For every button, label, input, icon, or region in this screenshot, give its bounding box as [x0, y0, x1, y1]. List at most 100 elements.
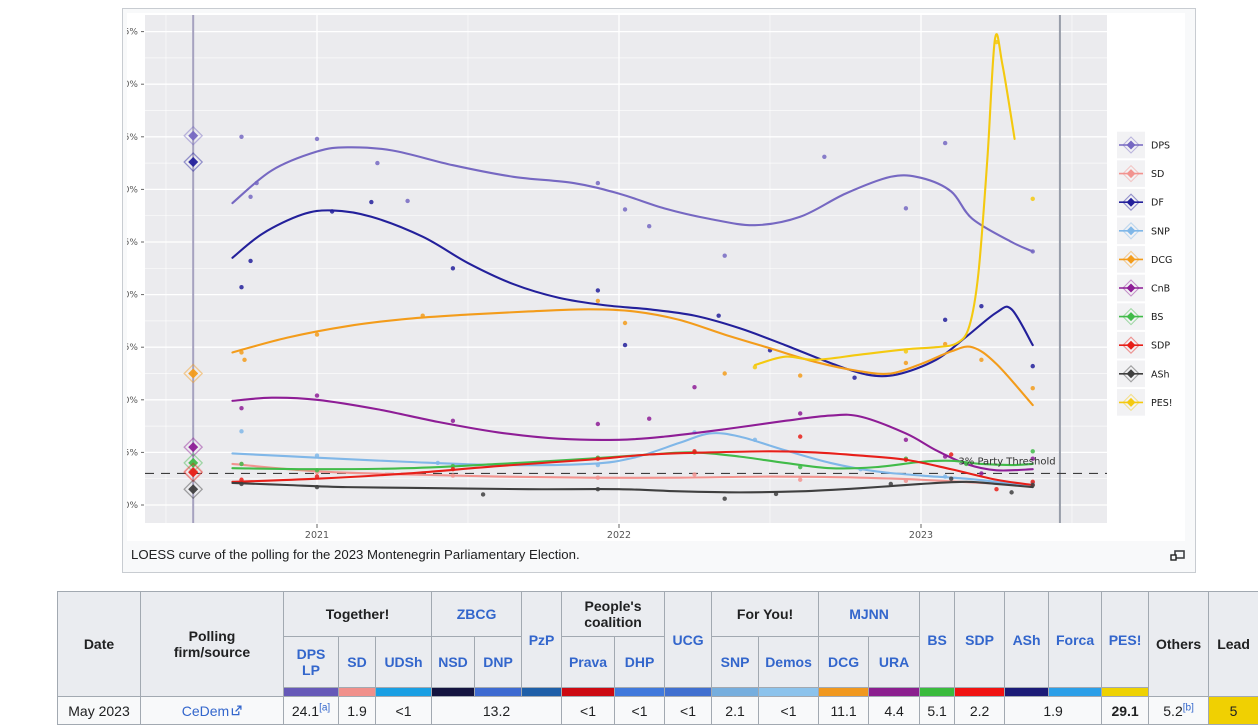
enlarge-icon[interactable] [1170, 548, 1185, 566]
cell-date: May 2023 [57, 696, 141, 725]
bar-dnp [474, 687, 523, 697]
svg-text:3% Party Threshold: 3% Party Threshold [958, 456, 1055, 467]
cell-others: 5.2[b] [1148, 696, 1210, 725]
col-snp: SNP [711, 636, 760, 688]
sd-link[interactable]: SD [347, 654, 367, 670]
cell-ash-forca: 1.9 [1004, 696, 1103, 725]
polling-table: Date Polling firm/source Together! ZBCG … [57, 591, 1258, 725]
col-udsh: UDSh [374, 636, 433, 688]
svg-text:15%: 15% [127, 343, 138, 353]
bar-ura [868, 687, 921, 697]
col-pes: PES! [1101, 591, 1150, 688]
bs-link[interactable]: BS [927, 631, 947, 648]
snp-link[interactable]: SNP [720, 654, 750, 670]
sdp-link[interactable]: SDP [965, 631, 994, 648]
bar-pzp [521, 687, 563, 697]
col-date: Date [57, 591, 141, 697]
svg-text:45%: 45% [127, 28, 138, 38]
bar-forca [1048, 687, 1103, 697]
dhp-link[interactable]: DHP [624, 654, 655, 670]
cell-zbcg-pzp: 13.2 [431, 696, 563, 725]
polling-chart: 3% Party Threshold 0% 5% 10% 15% 20% 25% 30% 35%… [127, 13, 1185, 541]
col-prava: Prava [561, 636, 616, 688]
svg-text:2021: 2021 [305, 530, 329, 541]
bar-bs [919, 687, 956, 697]
cell-dhp: <1 [614, 696, 666, 725]
footnote-a[interactable]: [a] [319, 701, 331, 713]
nsd-link[interactable]: NSD [438, 654, 468, 670]
external-link-icon [231, 703, 242, 719]
demos-link[interactable]: Demos [765, 654, 812, 670]
group-peoples-coalition: People's coalition [561, 591, 666, 637]
mjnn-link[interactable]: MJNN [849, 606, 889, 622]
bar-ash [1004, 687, 1050, 697]
col-forca: Forca [1048, 591, 1103, 688]
svg-text:BS: BS [1151, 312, 1163, 323]
svg-text:0%: 0% [127, 501, 138, 511]
footnote-b[interactable]: [b] [1182, 701, 1194, 713]
dcg-link[interactable]: DCG [827, 654, 860, 670]
col-bs: BS [919, 591, 956, 688]
svg-text:35%: 35% [127, 133, 138, 143]
figure-caption-row: LOESS curve of the polling for the 2023 … [127, 541, 1191, 568]
col-ura: URA [868, 636, 921, 688]
bar-dcg [818, 687, 870, 697]
svg-text:SD: SD [1151, 169, 1164, 180]
group-zbcg: ZBCG [431, 591, 523, 637]
bar-sd [338, 687, 376, 697]
udsh-link[interactable]: UDSh [384, 654, 423, 670]
table-sub-header-row: DPS LP SD UDSh NSD DNP Prava DHP SNP Dem… [58, 636, 1258, 688]
cell-sdp: 2.2 [954, 696, 1006, 725]
col-others: Others [1148, 591, 1210, 697]
group-together: Together! [282, 591, 433, 637]
bar-sdp [954, 687, 1006, 697]
loess-chart-svg: 3% Party Threshold 0% 5% 10% 15% 20% 25% 30% 35%… [127, 15, 1173, 541]
ucg-link[interactable]: UCG [672, 631, 704, 648]
svg-text:2022: 2022 [607, 530, 631, 541]
bar-prava [561, 687, 616, 697]
svg-text:DCG: DCG [1151, 255, 1172, 266]
group-mjnn: MJNN [818, 591, 921, 637]
cell-prava: <1 [561, 696, 616, 725]
col-dpslp: DPS LP [283, 636, 339, 688]
col-pzp: PzP [521, 591, 563, 688]
poll-row-may-2023: May 2023 CeDem 24.1[a] 1.9 <1 13.2 <1 <1… [57, 696, 1258, 725]
dpslp-link[interactable]: DPS LP [296, 646, 326, 678]
bar-ucg [664, 687, 713, 697]
col-dcg: DCG [818, 636, 870, 688]
table-group-header-row: Date Polling firm/source Together! ZBCG … [57, 591, 1258, 697]
svg-text:DF: DF [1151, 198, 1164, 209]
svg-text:25%: 25% [127, 238, 138, 248]
svg-text:5%: 5% [127, 448, 138, 458]
svg-text:SNP: SNP [1151, 226, 1170, 237]
col-sdp: SDP [954, 591, 1006, 688]
pes-link[interactable]: PES! [1108, 631, 1142, 648]
col-lead: Lead [1208, 591, 1258, 697]
svg-text:30%: 30% [127, 185, 138, 195]
bar-dhp [614, 687, 666, 697]
cell-ucg: <1 [664, 696, 713, 725]
svg-text:ASh: ASh [1151, 369, 1170, 380]
cell-lead: 5 [1208, 696, 1258, 725]
cell-demos: <1 [758, 696, 820, 725]
svg-text:CnB: CnB [1151, 284, 1170, 295]
cell-dcg: 11.1 [818, 696, 870, 725]
ash-link[interactable]: ASh [1012, 631, 1041, 648]
col-dhp: DHP [614, 636, 666, 688]
col-sd: SD [338, 636, 376, 688]
col-demos: Demos [758, 636, 820, 688]
ura-link[interactable]: URA [878, 654, 910, 670]
prava-link[interactable]: Prava [568, 654, 608, 670]
dnp-link[interactable]: DNP [483, 654, 513, 670]
cell-firm: CeDem [140, 696, 284, 725]
bar-snp [711, 687, 760, 697]
zbcg-link[interactable]: ZBCG [456, 606, 497, 622]
forca-link[interactable]: Forca [1056, 631, 1095, 648]
pzp-link[interactable]: PzP [528, 631, 555, 648]
col-ash: ASh [1004, 591, 1050, 688]
bar-dpslp [283, 687, 339, 697]
svg-text:2023: 2023 [909, 530, 933, 541]
bar-demos [758, 687, 820, 697]
cedem-link[interactable]: CeDem [181, 702, 230, 719]
bar-nsd [431, 687, 476, 697]
